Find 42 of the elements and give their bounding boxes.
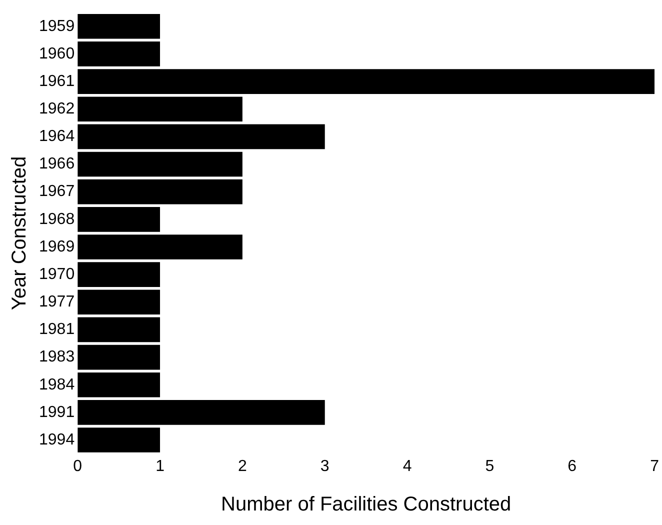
bar: [78, 317, 160, 342]
y-tick-label: 1967: [39, 183, 75, 200]
y-tick-label: 1966: [39, 156, 75, 173]
y-axis-title: Year Constructed: [8, 156, 31, 310]
x-tick-label: 4: [402, 458, 412, 475]
bar: [78, 152, 242, 177]
bar: [78, 400, 325, 425]
y-tick-label: 1961: [39, 72, 75, 90]
y-tick-label: 1981: [39, 321, 75, 338]
bar: [78, 14, 160, 39]
y-tick-label: 1968: [39, 210, 75, 228]
bar: [78, 344, 160, 370]
bar: [78, 372, 160, 398]
bar: [78, 124, 325, 150]
x-tick-label: 7: [650, 458, 660, 475]
y-tick-label: 1962: [39, 100, 75, 118]
x-tick-label: 5: [485, 458, 494, 475]
bar: [78, 234, 242, 260]
x-tick-label: 2: [238, 458, 247, 475]
x-axis-title: Number of Facilities Constructed: [221, 494, 512, 516]
x-tick-label: 6: [568, 458, 577, 475]
bar: [78, 207, 160, 232]
bar: [78, 262, 160, 287]
y-tick-label: 1970: [39, 266, 75, 283]
y-tick-label: 1983: [39, 348, 75, 366]
y-tick-label: 1960: [39, 45, 75, 62]
bar: [78, 290, 160, 315]
bar: [78, 69, 655, 94]
y-tick-label: 1969: [39, 238, 75, 256]
bar: [78, 428, 160, 452]
bar: [78, 42, 160, 66]
y-tick-label: 1959: [39, 18, 75, 35]
bar: [78, 96, 242, 122]
y-tick-label: 1964: [39, 128, 75, 146]
x-tick-label: 0: [73, 458, 82, 475]
y-tick-label: 1984: [39, 376, 75, 394]
y-tick-label: 1991: [39, 404, 75, 421]
y-tick-label: 1994: [39, 431, 75, 448]
x-tick-label: 3: [320, 458, 330, 475]
y-tick-label: 1977: [39, 294, 75, 311]
bar: [78, 179, 242, 204]
x-tick-label: 1: [156, 458, 165, 475]
